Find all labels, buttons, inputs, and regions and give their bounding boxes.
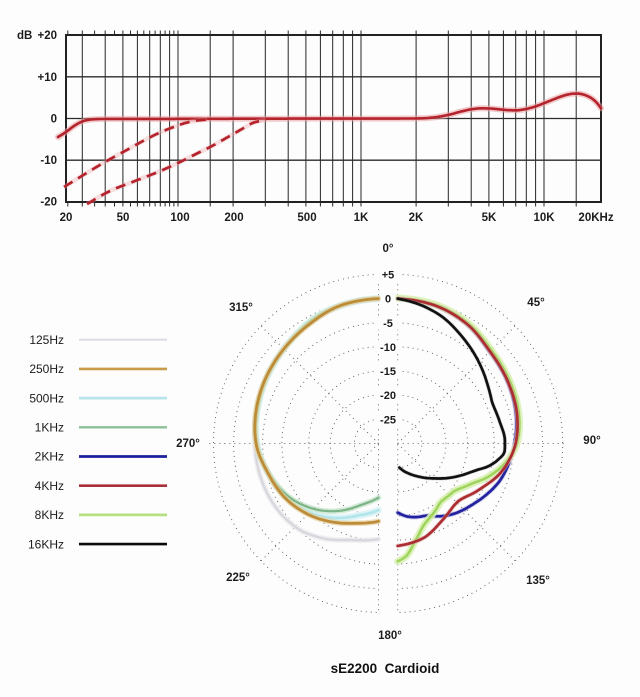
svg-text:200: 200: [224, 212, 243, 224]
svg-text:5K: 5K: [482, 212, 497, 224]
svg-text:0: 0: [385, 294, 391, 306]
svg-text:2K: 2K: [409, 212, 424, 224]
svg-text:135°: 135°: [526, 575, 550, 587]
svg-text:-20: -20: [380, 390, 396, 402]
svg-text:1KHz: 1KHz: [35, 421, 64, 435]
svg-text:-5: -5: [383, 318, 393, 330]
svg-text:-25: -25: [380, 414, 396, 426]
svg-text:315°: 315°: [229, 302, 253, 314]
svg-text:250Hz: 250Hz: [29, 362, 64, 376]
svg-text:500: 500: [297, 212, 316, 224]
svg-text:45°: 45°: [527, 297, 545, 309]
svg-text:1K: 1K: [354, 212, 369, 224]
svg-text:20: 20: [60, 212, 73, 224]
svg-text:125Hz: 125Hz: [29, 333, 64, 347]
svg-text:16KHz: 16KHz: [28, 537, 64, 551]
svg-text:0: 0: [51, 114, 57, 126]
svg-text:225°: 225°: [226, 572, 250, 584]
svg-text:-10: -10: [40, 155, 57, 167]
svg-text:-20: -20: [40, 197, 57, 209]
svg-text:dB: dB: [17, 30, 32, 42]
svg-text:-10: -10: [380, 342, 396, 354]
svg-text:+10: +10: [37, 72, 57, 84]
svg-text:+20: +20: [37, 30, 57, 42]
svg-text:500Hz: 500Hz: [29, 391, 64, 405]
svg-text:0°: 0°: [383, 243, 394, 255]
svg-text:100: 100: [170, 212, 189, 224]
svg-text:sE2200 Cardioid: sE2200 Cardioid: [331, 661, 440, 676]
svg-text:270°: 270°: [176, 438, 200, 450]
svg-text:8KHz: 8KHz: [35, 508, 64, 522]
svg-text:4KHz: 4KHz: [35, 479, 64, 493]
svg-text:2KHz: 2KHz: [35, 450, 64, 464]
svg-text:50: 50: [117, 212, 130, 224]
svg-text:90°: 90°: [583, 435, 601, 447]
svg-text:+5: +5: [382, 269, 395, 281]
svg-text:10K: 10K: [533, 212, 555, 224]
svg-text:20KHz: 20KHz: [578, 212, 613, 224]
svg-text:-15: -15: [380, 366, 396, 378]
svg-text:180°: 180°: [378, 630, 402, 642]
